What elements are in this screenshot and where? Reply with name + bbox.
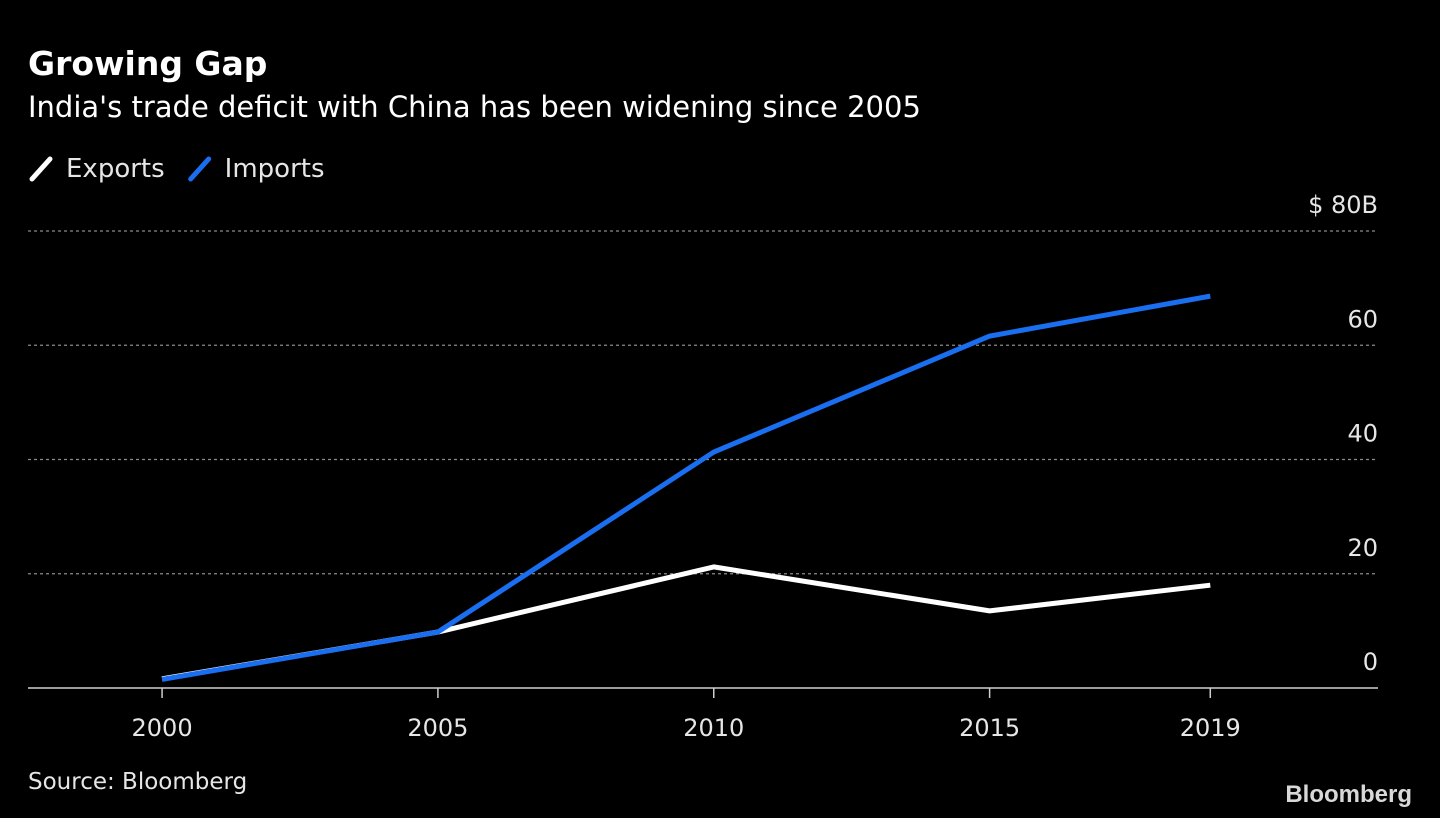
chart-subtitle: India's trade deficit with China has bee… [28,90,921,124]
x-tick-label: 2019 [1180,714,1241,742]
legend-swatch [29,156,53,182]
data-line [161,293,1211,682]
source: Source: Bloomberg [28,769,247,795]
chart-title: Growing Gap [28,44,267,83]
legend-label: Exports [66,154,165,184]
y-tick-label: 40 [1347,420,1378,448]
y-tick-label: $ 80B [1308,191,1378,219]
y-tick-label: 60 [1347,305,1378,333]
legend-label: Imports [225,154,325,184]
x-tick-label: 2015 [959,714,1020,742]
data-line [161,564,1211,682]
legend-swatch [188,156,212,182]
y-tick-label: 0 [1363,648,1378,676]
brand-logo: Bloomberg [1285,781,1412,808]
x-tick-label: 2010 [683,714,744,742]
x-tick-label: 2005 [407,714,468,742]
x-tick-label: 2000 [132,714,193,742]
y-tick-label: 20 [1347,534,1378,562]
